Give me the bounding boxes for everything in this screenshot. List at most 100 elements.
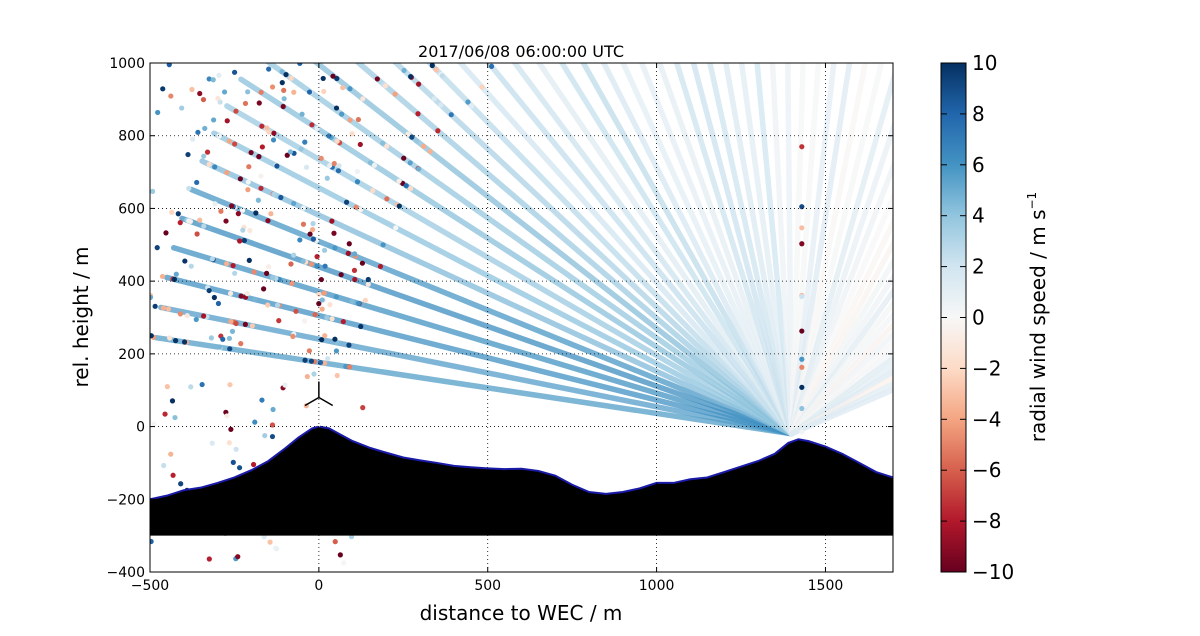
colorbar-label-exponent: −1 — [1025, 192, 1039, 210]
lidar-beam — [788, 216, 893, 437]
colorbar-tick-label: −10 — [972, 560, 1014, 584]
noise-point — [1192, 185, 1197, 190]
outlier-point — [195, 129, 201, 135]
colorbar-ticks: 10 8 6 4 2 0 −2 −4 −6 −8 −10 — [941, 51, 1014, 584]
outlier-point — [799, 405, 805, 412]
outlier-point — [346, 241, 352, 247]
outlier-point — [266, 66, 272, 72]
outlier-point — [327, 302, 333, 308]
outlier-point — [318, 276, 324, 283]
outlier-point — [252, 419, 258, 425]
lidar-beam — [738, 63, 795, 437]
outlier-point — [799, 293, 805, 300]
outlier-point — [269, 422, 276, 428]
outlier-point — [351, 267, 358, 273]
outlier-point — [246, 257, 252, 263]
noise-point — [230, 263, 236, 269]
outlier-point — [362, 297, 368, 304]
outlier-point — [266, 264, 272, 270]
chart-title: 2017/06/08 06:00:00 UTC — [418, 42, 624, 61]
noise-point — [228, 318, 234, 325]
x-axis-ticks: −500 0 500 1000 1500 — [131, 63, 843, 594]
noise-point — [396, 203, 402, 209]
plot-area — [150, 60, 1197, 566]
noise-point — [248, 149, 254, 156]
lidar-beam — [535, 63, 795, 437]
outlier-point — [273, 545, 279, 551]
noise-point — [414, 138, 420, 144]
outlier-point — [297, 237, 303, 243]
noise-point — [152, 303, 158, 309]
noise-point — [300, 205, 307, 211]
outlier-point — [172, 414, 178, 421]
noise-point — [1134, 122, 1139, 127]
noise-point — [345, 250, 351, 256]
lidar-beam — [788, 374, 893, 437]
outlier-point — [264, 125, 270, 131]
outlier-point — [261, 286, 267, 292]
lidar-beam — [456, 63, 795, 437]
noise-point — [1148, 110, 1153, 115]
outlier-point — [218, 208, 224, 214]
outlier-point — [341, 560, 347, 566]
noise-point — [1191, 71, 1196, 76]
noise-point — [371, 162, 378, 168]
lidar-beam — [707, 63, 795, 437]
outlier-point — [209, 440, 215, 446]
y-tick-label: 400 — [118, 274, 145, 290]
outlier-point — [265, 302, 271, 308]
noise-point — [202, 125, 208, 132]
outlier-point — [200, 96, 207, 103]
y-axis-ticks: −400 −200 0 200 400 600 800 1000 — [107, 56, 893, 581]
noise-point — [280, 103, 286, 110]
outlier-point — [256, 100, 262, 106]
lidar-beam — [392, 63, 795, 437]
outlier-point — [270, 137, 277, 143]
noise-point — [1167, 60, 1172, 65]
outlier-point — [235, 554, 241, 560]
outlier-point — [247, 227, 253, 234]
outlier-point — [188, 384, 194, 390]
outlier-point — [150, 333, 154, 339]
noise-point — [201, 223, 207, 229]
terrain-fill — [150, 426, 893, 536]
y-tick-label: 1000 — [109, 56, 145, 72]
noise-point — [314, 263, 320, 269]
outlier-point — [281, 87, 287, 93]
noise-point — [332, 245, 338, 251]
lidar-beam — [788, 386, 893, 437]
noise-point — [200, 313, 207, 319]
lidar-beam — [788, 272, 893, 437]
outlier-point — [354, 168, 360, 175]
noise-point — [427, 148, 433, 155]
outlier-point — [309, 122, 315, 128]
outlier-point — [301, 318, 308, 324]
outlier-point — [324, 175, 330, 181]
noise-point — [298, 146, 304, 152]
lidar-beam — [638, 63, 795, 437]
noise-point — [319, 337, 325, 343]
outlier-point — [215, 95, 221, 102]
colorbar-tick-label: 2 — [972, 255, 985, 279]
lidar-beam — [788, 63, 885, 437]
lidar-beam — [788, 63, 837, 437]
lidar-beam — [788, 361, 893, 437]
outlier-point — [799, 429, 805, 435]
noise-point — [321, 360, 328, 366]
noise-point — [302, 357, 308, 363]
noise-point — [1092, 77, 1097, 82]
noise-point — [239, 207, 246, 213]
lidar-beam — [788, 63, 822, 437]
lidar-beam — [199, 158, 795, 437]
outlier-point — [336, 163, 342, 169]
lidar-beam — [788, 63, 853, 437]
outlier-point — [169, 209, 175, 215]
noise-point — [1122, 105, 1127, 110]
lidar-beam — [788, 368, 893, 437]
noise-point — [382, 83, 389, 89]
outlier-point — [177, 220, 183, 226]
outlier-point — [318, 155, 324, 161]
outlier-point — [279, 80, 285, 86]
outlier-point — [309, 227, 316, 233]
noise-point — [159, 273, 166, 280]
